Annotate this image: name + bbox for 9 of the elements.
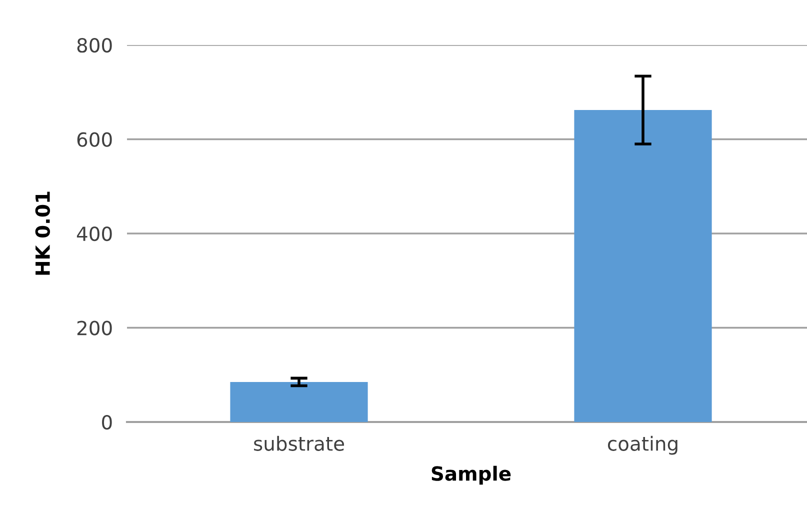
x-tick-label: coating — [608, 436, 678, 455]
y-tick-label: 200 — [77, 320, 112, 336]
y-tick-label: 400 — [76, 226, 112, 242]
x-tick-label: substrate — [254, 436, 344, 451]
y-tick-label: 600 — [77, 132, 112, 147]
y-axis-title: HK 0.01 — [35, 192, 50, 275]
x-axis-title: Sample — [432, 466, 511, 485]
y-tick-label: 0 — [102, 414, 112, 430]
y-tick-label: 800 — [77, 38, 112, 53]
